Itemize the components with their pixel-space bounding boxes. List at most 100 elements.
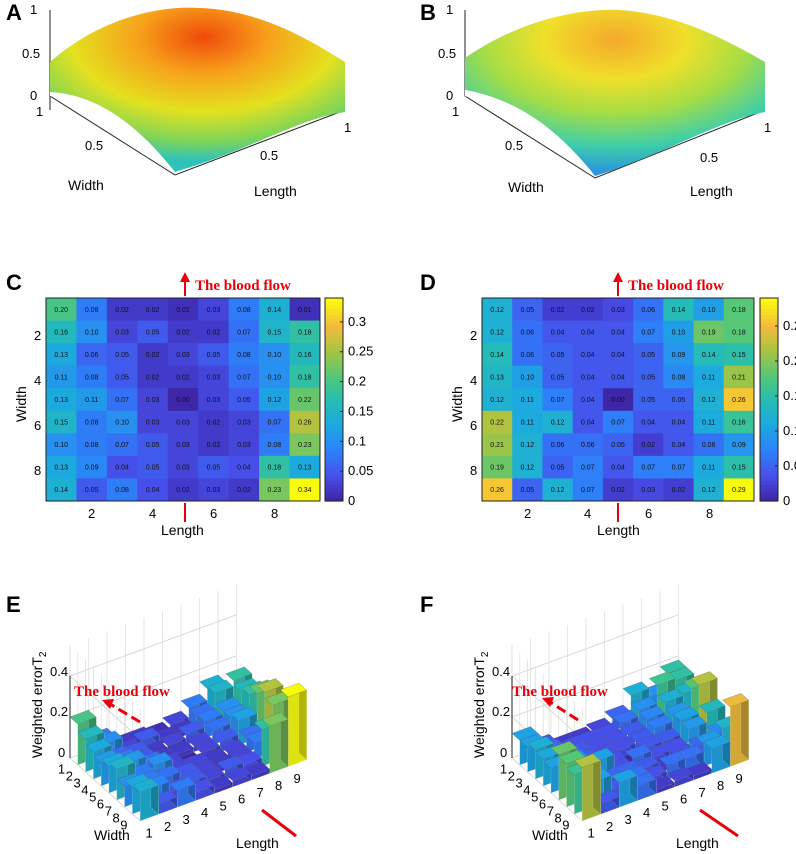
heat-cell (167, 388, 199, 412)
heat-cell (512, 298, 543, 322)
bar-3d (721, 692, 750, 767)
heat-cell (602, 433, 634, 457)
colorbar-segment (760, 460, 778, 465)
heat-cell (259, 365, 291, 389)
panel-c: C 0.20 0.08 0.02 0.02 0.01 0.03 0.08 0.14 0.010.… (6, 270, 373, 538)
heat-cell-label: 0.03 (207, 397, 221, 404)
f-flow-label: The blood flow (512, 684, 608, 700)
heat-cell-label: 0.05 (207, 352, 221, 359)
heat-cell-label: 0.14 (490, 352, 504, 359)
heat-cell-label: 0.08 (237, 307, 251, 314)
heat-cell-label: 0.06 (551, 442, 565, 449)
heat-cell (723, 455, 755, 479)
heat-cell-label: 0.14 (54, 487, 68, 494)
heat-cell (198, 320, 230, 344)
heat-cell-label: 0.23 (298, 442, 312, 449)
colorbar-tick: 0.1 (783, 423, 796, 438)
heat-cell (512, 365, 543, 389)
heat-cell (602, 410, 634, 434)
heat-cell-label: 0.02 (611, 487, 625, 494)
heat-cell (482, 343, 513, 367)
colorbar-segment (325, 457, 343, 461)
heat-cell-label: 0.09 (85, 465, 99, 472)
heat-cell (46, 320, 77, 344)
heat-cell (106, 410, 138, 434)
heat-cell (137, 365, 169, 389)
a-z-tick-0: 0 (30, 88, 37, 103)
heat-cell (723, 388, 755, 412)
heat-cell (167, 365, 199, 389)
colorbar-segment (760, 470, 778, 475)
f-z-tick-1: 0.2 (492, 704, 510, 719)
colorbar-segment (760, 433, 778, 438)
e-z-tick-0: 0 (58, 745, 65, 760)
heat-cell-label: 0.18 (298, 374, 312, 381)
bar-3d (168, 776, 197, 808)
heat-cell-label: 0.12 (702, 397, 716, 404)
heat-cell (542, 298, 574, 322)
colorbar-segment (760, 389, 778, 394)
b-z-tick-1: 0.5 (438, 46, 456, 61)
heat-cell-label: 0.04 (611, 465, 625, 472)
heat-cell (106, 320, 138, 344)
heat-cell (663, 365, 695, 389)
a-width-tick-0: 1 (36, 104, 43, 119)
heat-cell (228, 298, 260, 322)
colorbar-segment (760, 443, 778, 448)
heat-cell (572, 320, 604, 344)
heat-cell (663, 478, 695, 502)
heat-cell-label: 0.08 (115, 487, 129, 494)
heat-cell-label: 0.12 (551, 487, 565, 494)
heat-cell (228, 343, 260, 367)
colorbar-segment (325, 463, 343, 468)
bar-3d (573, 753, 602, 822)
heat-cell-label: 0.02 (176, 487, 190, 494)
colorbar-segment (325, 338, 343, 343)
bar-3d (131, 778, 160, 822)
heat-cell-label: 0.15 (732, 465, 746, 472)
colorbar-tick: 0.15 (348, 403, 373, 418)
colorbar-segment (760, 484, 778, 489)
heat-cell-label: 0.20 (54, 307, 68, 314)
heat-cell (137, 388, 169, 412)
heat-cell-label: 0.02 (207, 442, 221, 449)
a-xlabel: Length (254, 183, 297, 199)
heat-cell (46, 298, 77, 322)
heat-cell (693, 343, 725, 367)
f-flow-arrow (549, 700, 579, 722)
heat-cell (512, 478, 543, 502)
colorbar-segment (325, 389, 343, 394)
heat-cell-label: 0.04 (581, 374, 595, 381)
bar-3d (666, 766, 694, 788)
heat-cell-label: 0.13 (298, 465, 312, 472)
width-tick: 2 (66, 769, 73, 784)
heat-cell-label: 0.07 (672, 465, 686, 472)
heat-cell-label: 0.19 (490, 465, 504, 472)
d-x-tick-1: 4 (584, 506, 591, 521)
colorbar-tick: 0.3 (348, 314, 366, 329)
heat-cell-label: 0.12 (521, 465, 535, 472)
colorbar-segment (760, 406, 778, 411)
colorbar-segment (325, 433, 343, 438)
heat-cell (693, 320, 725, 344)
bar-3d (610, 768, 639, 808)
colorbar-tick: 0.05 (348, 463, 373, 478)
heat-cell (723, 478, 755, 502)
colorbar-segment (760, 450, 778, 455)
colorbar-segment (760, 453, 778, 458)
heat-cell (76, 410, 108, 434)
f-z-tick-2: 0.4 (492, 664, 510, 679)
heat-cell (228, 478, 260, 502)
colorbar-tick: 0.1 (348, 433, 366, 448)
heat-cell-label: 0.13 (54, 465, 68, 472)
e-zlabel-sub: 2 (38, 651, 49, 657)
heat-cell-label: 0.04 (581, 352, 595, 359)
heat-cell-label: 0.04 (581, 420, 595, 427)
colorbar-segment (760, 477, 778, 482)
length-tick: 7 (698, 785, 705, 800)
length-tick: 5 (219, 798, 226, 813)
heat-cell (542, 410, 574, 434)
heat-cell-label: 0.04 (611, 352, 625, 359)
colorbar-segment (325, 379, 343, 384)
colorbar-segment (325, 419, 343, 424)
